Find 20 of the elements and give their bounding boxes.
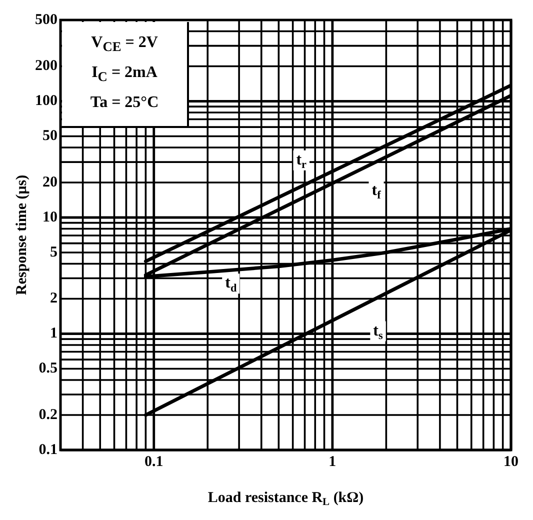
x-tick-label: 1 bbox=[328, 454, 336, 470]
annotation: Ta = 25°C bbox=[89, 92, 160, 113]
y-tick-label: 500 bbox=[35, 12, 58, 28]
x-tick-label: 10 bbox=[504, 454, 518, 470]
y-tick-label: 100 bbox=[35, 93, 58, 110]
y-tick-label: 200 bbox=[35, 58, 58, 74]
y-tick-label: 10 bbox=[42, 209, 58, 226]
y-tick-label: 1 bbox=[50, 326, 58, 342]
annotation: I$_{C}$ = 2mA bbox=[90, 62, 158, 86]
y-tick-label: 20 bbox=[42, 174, 58, 190]
y-tick-label: 2 bbox=[50, 290, 58, 307]
annotation: V$_{CE}$ = 2V bbox=[90, 32, 159, 56]
y-tick-label: 5 bbox=[50, 244, 58, 260]
y-tick-label: 50 bbox=[42, 128, 58, 144]
y-tick-label: 0.5 bbox=[38, 360, 58, 377]
note-box: V$_{CE}$ = 2V I$_{C}$ = 2mA Ta = 25°C bbox=[62, 22, 189, 128]
y-tick-label: 0.2 bbox=[38, 406, 58, 423]
y-axis-title: Response time (μs) bbox=[14, 174, 30, 296]
y-tick-label: 0.1 bbox=[38, 442, 58, 458]
x-tick-label: 0.1 bbox=[144, 454, 164, 470]
